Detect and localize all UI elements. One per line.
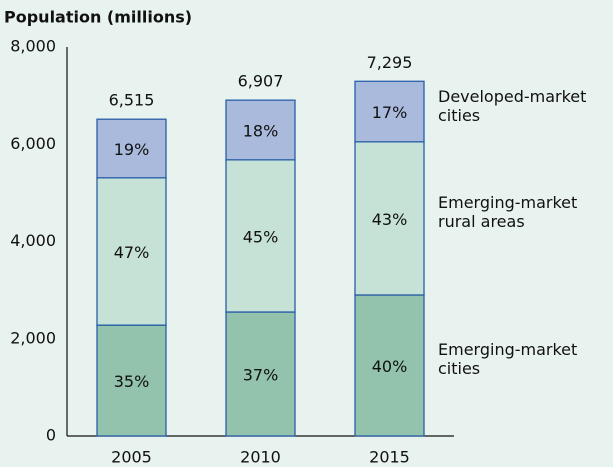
bar-segment bbox=[96, 118, 167, 179]
bar-segment bbox=[354, 80, 425, 143]
legend-entry: Emerging-market rural areas bbox=[438, 193, 578, 232]
legend-entry: Developed-market cities bbox=[438, 86, 587, 125]
data-label: 47% bbox=[114, 243, 150, 262]
x-tick-label: 2005 bbox=[111, 448, 152, 467]
y-tick-label: 0 bbox=[46, 426, 56, 445]
total-label: 7,295 bbox=[367, 53, 413, 72]
data-label: 45% bbox=[243, 227, 279, 246]
x-tick-label: 2015 bbox=[369, 448, 410, 467]
y-tick-label: 4,000 bbox=[10, 231, 56, 250]
data-label: 37% bbox=[243, 366, 279, 385]
total-label: 6,907 bbox=[238, 72, 284, 91]
bar-segment bbox=[225, 311, 296, 437]
data-label: 40% bbox=[372, 357, 408, 376]
data-label: 18% bbox=[243, 121, 279, 140]
bar-segment bbox=[96, 324, 167, 437]
bar-segment bbox=[225, 159, 296, 313]
data-label: 17% bbox=[372, 103, 408, 122]
data-label: 35% bbox=[114, 372, 150, 391]
total-label: 6,515 bbox=[109, 91, 155, 110]
data-label: 43% bbox=[372, 210, 408, 229]
bar-segment bbox=[225, 99, 296, 161]
data-label: 19% bbox=[114, 140, 150, 159]
bar-segment bbox=[354, 294, 425, 437]
chart-title: Population (millions) bbox=[4, 8, 192, 27]
y-tick-label: 8,000 bbox=[10, 37, 56, 56]
bar-segment bbox=[354, 141, 425, 296]
legend-entry: Emerging-market cities bbox=[438, 340, 578, 379]
x-tick-label: 2010 bbox=[240, 448, 281, 467]
y-tick-label: 6,000 bbox=[10, 134, 56, 153]
y-tick-label: 2,000 bbox=[10, 328, 56, 347]
